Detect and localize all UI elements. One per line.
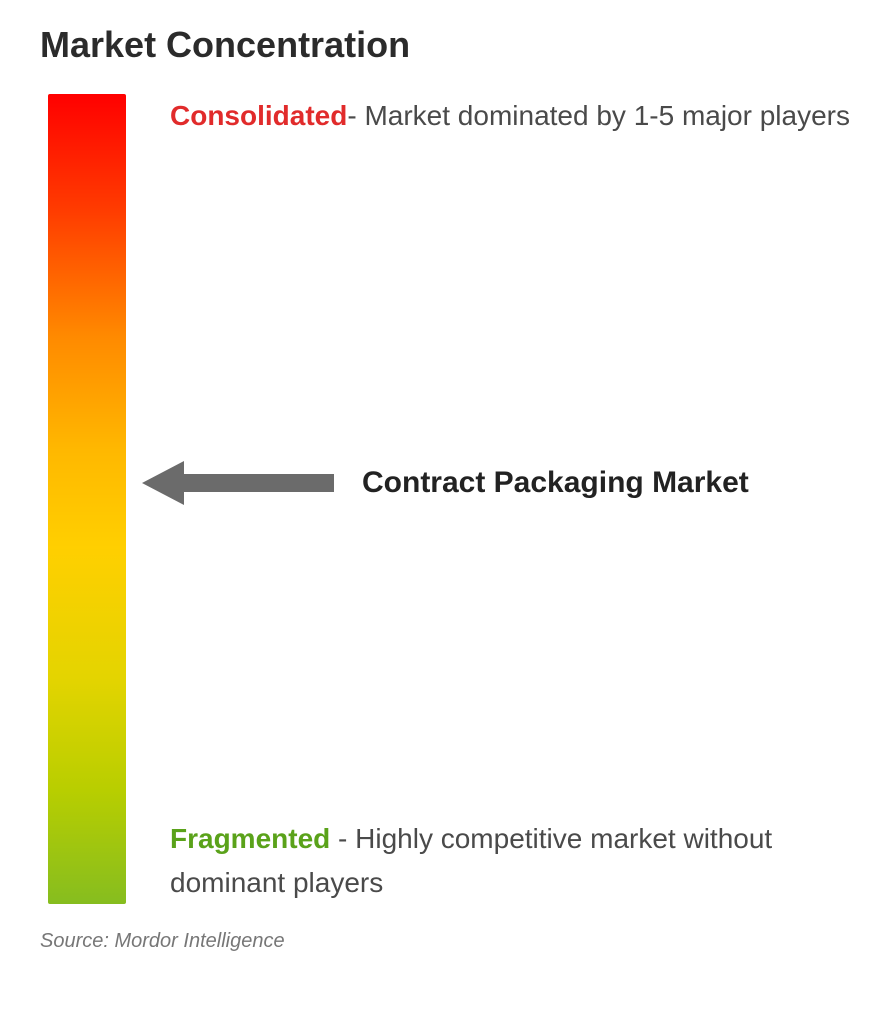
chart-body: Consolidated- Market dominated by 1-5 ma…: [32, 94, 864, 904]
concentration-gradient-bar: [48, 94, 126, 904]
consolidated-keyword: Consolidated: [170, 100, 347, 131]
arrow-left-icon: [142, 453, 334, 513]
gradient-bar-column: [32, 94, 142, 904]
consolidated-dash: -: [347, 100, 364, 131]
consolidated-label-block: Consolidated- Market dominated by 1-5 ma…: [170, 94, 854, 137]
fragmented-keyword: Fragmented: [170, 823, 330, 854]
source-attribution: Source: Mordor Intelligence: [32, 930, 864, 953]
chart-title: Market Concentration: [32, 24, 864, 66]
fragmented-description: Fragmented - Highly competitive market w…: [170, 817, 854, 904]
fragmented-label-block: Fragmented - Highly competitive market w…: [170, 817, 854, 904]
fragmented-dash: -: [330, 823, 355, 854]
labels-column: Consolidated- Market dominated by 1-5 ma…: [142, 94, 864, 904]
market-pointer: Contract Packaging Market: [142, 453, 854, 513]
consolidated-rest: Market dominated by 1-5 major players: [364, 100, 850, 131]
consolidated-description: Consolidated- Market dominated by 1-5 ma…: [170, 94, 854, 137]
market-name-label: Contract Packaging Market: [362, 466, 749, 500]
